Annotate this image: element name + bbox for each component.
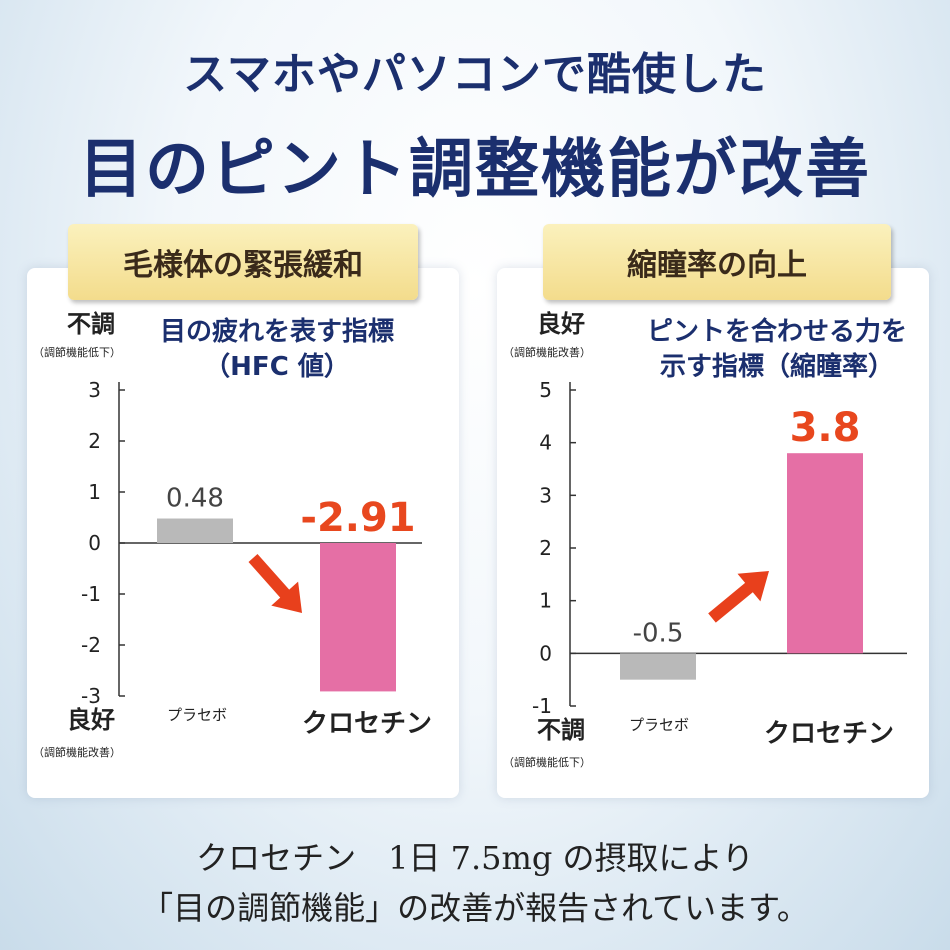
y-tick-label: 3 — [539, 483, 552, 507]
y-tick-label: 1 — [539, 589, 552, 613]
hfc-bar-chart: 3 2 1 0 -1 -2 -3 不調 （調節機能低下） 良好 （調節機能改善） 目の疲れを表す指標 （… — [33, 310, 432, 759]
miosis-bar-chart: 5 4 3 2 1 0 -1 良好 （調節機能改善） 不調 （調節機能低下） ピントを合わせる力を示す… — [503, 310, 907, 769]
bottom-sublabel: （調節機能改善） — [33, 745, 121, 759]
bar-crocetin — [787, 453, 863, 654]
category-label: プラセボ — [167, 706, 227, 724]
headline-line1: スマホやパソコンで酷使した — [183, 49, 767, 100]
tab-label-right: 縮瞳率の向上 — [543, 224, 891, 300]
top-label: 不調 — [67, 310, 115, 338]
y-tick-label: 0 — [88, 531, 101, 555]
footer-line2: 「目の調節機能」の改善が報告されています。 — [141, 889, 809, 927]
y-tick-label: -1 — [81, 582, 101, 606]
y-tick-label: -1 — [532, 694, 552, 718]
top-sublabel: （調節機能改善） — [503, 345, 591, 359]
tab-label-left: 毛様体の緊張緩和 — [68, 224, 418, 300]
bar-placebo — [157, 518, 233, 543]
y-tick-label: 5 — [539, 378, 552, 402]
bar-crocetin — [320, 543, 396, 692]
bottom-label: 不調 — [537, 716, 585, 744]
y-tick-label: 2 — [88, 429, 101, 453]
value-label-crocetin: -2.91 — [300, 495, 415, 541]
value-label-placebo: 0.48 — [166, 484, 224, 514]
bar-placebo — [620, 653, 696, 680]
y-tick-label: -2 — [81, 633, 101, 657]
top-sublabel: （調節機能低下） — [33, 345, 121, 359]
bottom-label: 良好 — [67, 706, 115, 734]
value-label-placebo: -0.5 — [633, 618, 684, 648]
bottom-sublabel: （調節機能低下） — [503, 755, 591, 769]
arrow-down-icon — [248, 554, 302, 613]
chart-title-line: ピントを合わせる力を — [647, 316, 907, 347]
value-label-crocetin: 3.8 — [790, 405, 861, 451]
category-label: クロセチン — [764, 719, 894, 749]
category-label: プラセボ — [629, 716, 689, 734]
chart-title-line: 示す指標（縮瞳率） — [660, 351, 894, 382]
y-tick-label: 1 — [88, 480, 101, 504]
headline-line2: 目のピント調整機能が改善 — [79, 133, 871, 207]
chart-title-line: 目の疲れを表す指標 — [160, 316, 394, 347]
y-tick-label: 3 — [88, 378, 101, 402]
arrow-up-icon — [708, 571, 769, 623]
y-tick-label: -3 — [81, 684, 101, 708]
chart-card-left — [27, 268, 459, 798]
top-label: 良好 — [537, 310, 585, 338]
category-label: クロセチン — [302, 709, 432, 739]
footer-line1: クロセチン 1日 7.5mg の摂取により — [196, 839, 754, 877]
y-tick-label: 4 — [539, 431, 552, 455]
y-tick-label: 0 — [539, 641, 552, 665]
y-tick-label: 2 — [539, 536, 552, 560]
chart-title-line: （HFC 値） — [204, 352, 350, 382]
